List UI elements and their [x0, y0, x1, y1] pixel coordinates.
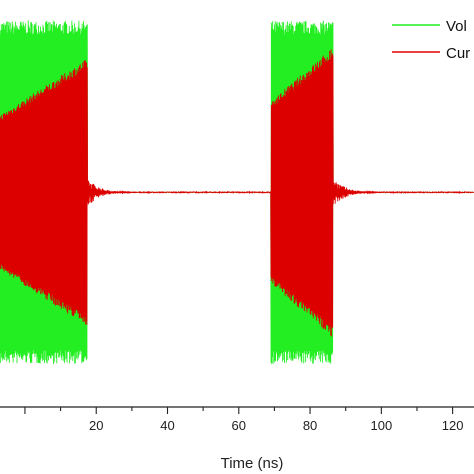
legend-label-cur: Cur: [446, 45, 470, 62]
x-tick-label: 40: [160, 418, 174, 433]
x-tick-label: 100: [370, 418, 392, 433]
x-tick-label: 20: [89, 418, 103, 433]
x-tick-label: 80: [303, 418, 317, 433]
series-line-cur: [0, 49, 474, 337]
x-axis-title: Time (ns): [221, 455, 284, 472]
plot-area: [0, 20, 474, 364]
x-tick-label: 120: [442, 418, 464, 433]
legend-label-vol: Vol: [446, 18, 467, 35]
legend: Vol Cur: [392, 18, 470, 62]
x-tick-label: 60: [232, 418, 246, 433]
x-axis: 20 40 60 80 100 120: [0, 406, 474, 433]
